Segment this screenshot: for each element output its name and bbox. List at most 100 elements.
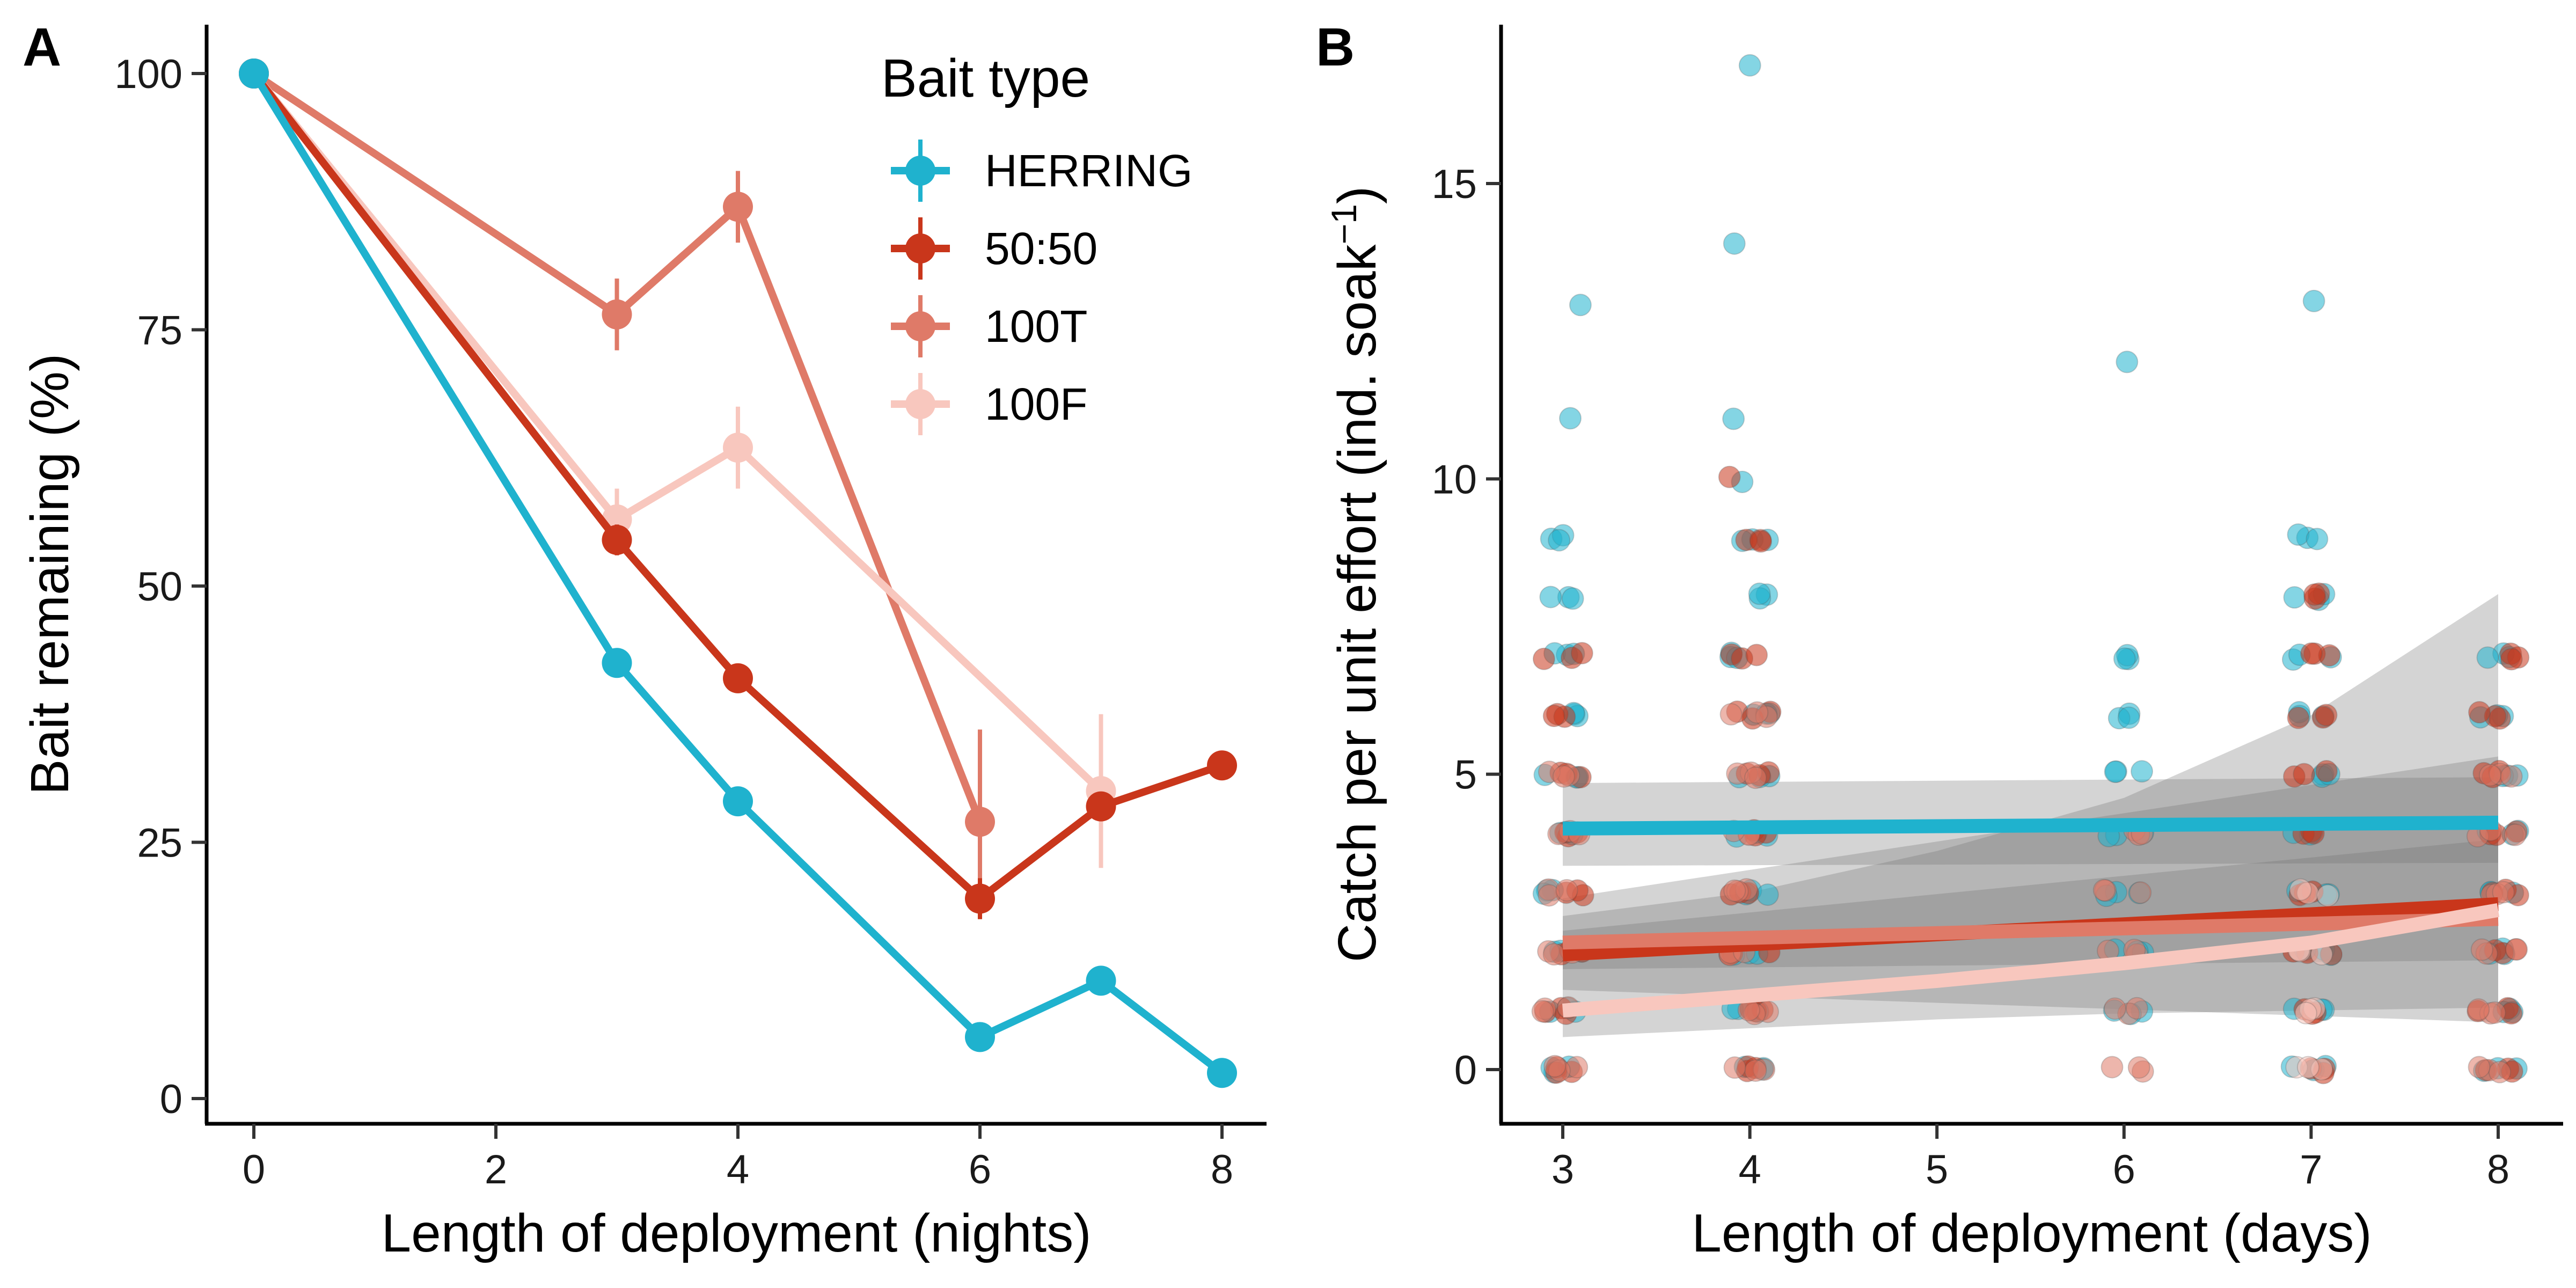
- panel-b-y-tick-label: 0: [1454, 1048, 1477, 1093]
- catch-point-100t: [2101, 1056, 2124, 1079]
- catch-point-50-50: [2315, 759, 2338, 782]
- catch-point-100t: [1531, 1000, 1554, 1023]
- catch-point-herring: [1561, 587, 1584, 610]
- catch-point-herring: [1539, 586, 1562, 609]
- catch-point-herring: [1738, 54, 1761, 77]
- catch-point-100t: [1542, 943, 1565, 966]
- catch-point-herring: [1723, 232, 1746, 255]
- catch-point-herring: [2113, 647, 2136, 670]
- catch-point-herring: [1559, 407, 1582, 430]
- legend-entry-100f: 100F: [891, 373, 1087, 435]
- panel-a-y-axis-title: Bait remaining (%): [20, 354, 80, 795]
- catch-point-herring: [2287, 523, 2310, 546]
- data-point-herring: [965, 1022, 995, 1052]
- panel-b-x-ticks: 3 4 5 6 7 8: [1552, 1124, 2509, 1192]
- catch-point-50-50: [2303, 583, 2326, 606]
- catch-point-50-50: [2287, 706, 2310, 729]
- catch-point-100t: [1555, 879, 1578, 902]
- catch-point-50-50: [2468, 701, 2491, 724]
- panel-b-y-axis-title-close: ): [1327, 186, 1387, 204]
- panel-b-y-tick-label: 10: [1431, 457, 1477, 502]
- catch-point-herring: [2116, 350, 2139, 374]
- data-point-50-50: [1086, 791, 1116, 822]
- catch-point-50-50: [1570, 642, 1593, 665]
- catch-point-herring: [1548, 529, 1571, 552]
- panel-b: B 3 4 5 6 7 8 0 5 10 15 Length of deployment (da…: [1316, 17, 2563, 1263]
- panel-b-x-tick-label: 3: [1552, 1147, 1574, 1192]
- panel-b-x-axis-title: Length of deployment (days): [1692, 1203, 2372, 1263]
- catch-point-100t: [2505, 938, 2528, 961]
- catch-point-100t: [1744, 1059, 1767, 1082]
- panel-a-y-tick-label: 0: [160, 1077, 182, 1122]
- panel-a-tag: A: [23, 17, 61, 77]
- legend-key-marker: [905, 233, 935, 264]
- series-line-100t: [250, 70, 984, 826]
- legend-key-marker: [905, 311, 935, 341]
- legend-entries: HERRING 50:50 100T 100F: [891, 140, 1192, 435]
- catch-point-herring: [1722, 407, 1745, 430]
- fit-line-100f: [1562, 903, 2500, 1018]
- panel-a-x-tick-label: 6: [969, 1147, 991, 1192]
- catch-point-50-50: [1718, 465, 1741, 488]
- catch-point-100t: [1543, 1055, 1567, 1078]
- panel-a-series-layer: [239, 58, 1237, 1088]
- data-point-100t: [965, 807, 995, 837]
- panel-a-y-tick-label: 50: [137, 564, 182, 610]
- catch-point-100t: [2127, 1056, 2150, 1079]
- data-point-herring: [602, 648, 632, 678]
- data-point-herring: [239, 58, 269, 89]
- catch-point-100t: [1723, 1056, 1746, 1079]
- catch-point-100t: [2092, 879, 2116, 902]
- catch-point-50-50: [1542, 705, 1565, 728]
- catch-point-100f: [2296, 1056, 2319, 1079]
- panel-b-fit-lines: [1562, 815, 2500, 1018]
- panel-a-x-tick-label: 0: [243, 1147, 265, 1192]
- catch-point-herring: [2131, 760, 2154, 783]
- legend-entry-100t: 100T: [891, 295, 1087, 357]
- catch-point-herring: [2476, 646, 2499, 669]
- series-100f: [239, 58, 1116, 868]
- legend-key-marker: [905, 156, 935, 186]
- catch-point-100t: [2488, 1060, 2511, 1084]
- panel-a-x-tick-label: 4: [727, 1147, 749, 1192]
- legend-key-marker: [905, 389, 935, 419]
- panel-a-y-ticks: 0 25 50 75 100: [114, 52, 207, 1122]
- data-point-50-50: [602, 525, 632, 555]
- panel-b-x-tick-label: 4: [1738, 1147, 1761, 1192]
- legend-entry-50-50: 50:50: [891, 217, 1097, 280]
- catch-point-herring: [2302, 289, 2325, 312]
- panel-b-y-ticks: 0 5 10 15: [1431, 162, 1501, 1093]
- panel-a-x-tick-label: 8: [1211, 1147, 1233, 1192]
- catch-point-100t: [2125, 997, 2148, 1020]
- catch-point-100f: [2294, 1001, 2317, 1024]
- catch-point-100t: [1723, 879, 1746, 902]
- legend-title: Bait type: [881, 48, 1090, 108]
- catch-point-100t: [2470, 938, 2493, 961]
- catch-point-100t: [2479, 764, 2502, 787]
- data-point-100t: [602, 299, 632, 330]
- catch-point-50-50: [1532, 647, 1555, 670]
- catch-point-herring: [2306, 528, 2329, 551]
- panel-a: A 0 2 4 6 8 0 25 50 75 100 Length of deployment …: [20, 17, 1267, 1263]
- panel-b-x-tick-label: 7: [2300, 1147, 2322, 1192]
- catch-point-50-50: [1745, 643, 1768, 667]
- data-point-50-50: [723, 663, 753, 693]
- catch-point-100t: [2492, 881, 2515, 904]
- data-point-50-50: [965, 883, 995, 914]
- fit-line-herring: [1562, 815, 2499, 836]
- catch-point-50-50: [1750, 530, 1773, 553]
- catch-point-herring: [2283, 586, 2306, 609]
- panel-a-x-axis-title: Length of deployment (nights): [381, 1203, 1091, 1263]
- catch-point-herring: [1756, 883, 1779, 906]
- panel-b-y-axis-title-superscript: −1: [1324, 204, 1364, 244]
- series-line-100f: [250, 70, 1105, 795]
- panel-b-x-tick-label: 6: [2113, 1147, 2135, 1192]
- series-herring: [239, 58, 1237, 1088]
- legend-label: HERRING: [985, 145, 1192, 196]
- panel-a-x-ticks: 0 2 4 6 8: [243, 1124, 1233, 1192]
- catch-point-50-50: [2315, 704, 2338, 727]
- catch-point-100t: [2467, 998, 2490, 1021]
- legend-label: 100T: [985, 301, 1087, 352]
